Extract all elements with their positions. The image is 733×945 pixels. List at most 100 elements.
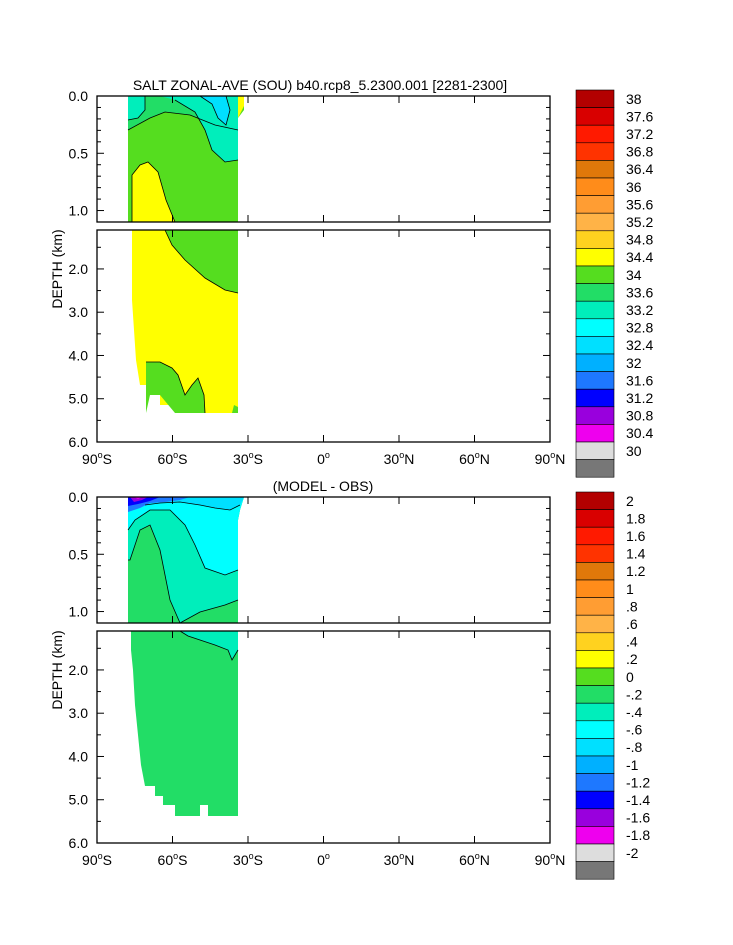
field-0-0.2-deep [131, 631, 238, 816]
colorbar-label: 2 [626, 493, 634, 509]
y-tick-label: 5.0 [69, 792, 89, 808]
colorbar-swatch [575, 107, 615, 126]
y-tick-label: 1.0 [69, 203, 89, 219]
colorbar-label: 1.2 [626, 563, 646, 579]
field-34.8-35.2-surf [238, 96, 244, 118]
colorbar-swatch [575, 597, 615, 616]
x-tick-label: 30oS [233, 450, 263, 467]
colorbar-swatch [575, 720, 615, 739]
x-tick-label: 0o [317, 450, 330, 467]
y-tick-label: 4.0 [69, 347, 89, 363]
colorbar-label: 38 [626, 91, 642, 107]
colorbar-label: 1 [626, 581, 634, 597]
y-tick-label: 0.0 [69, 489, 89, 505]
x-tick-label: 60oN [459, 450, 490, 467]
colorbar-swatch [575, 509, 615, 528]
colorbar-swatch [575, 738, 615, 757]
plot-panels-top [96, 95, 551, 443]
colorbar-label: 1.4 [626, 546, 646, 562]
y-tick-label: 3.0 [69, 304, 89, 320]
y-tick-label: 6.0 [69, 434, 89, 450]
colorbar-swatch [575, 388, 615, 408]
colorbar-swatch [575, 614, 615, 634]
x-tick-label: 30oN [384, 450, 415, 467]
colorbar-swatch [575, 160, 615, 179]
field-33.6-34.0-b [128, 96, 145, 120]
colorbar-swatch [575, 562, 615, 581]
x-tick-label: 60oS [158, 450, 188, 467]
field-34.8-35.2 [132, 162, 175, 222]
x-tick-label: 30oS [233, 851, 263, 868]
field-34.4-34.8-mid [165, 230, 238, 293]
colorbar-label: 33.6 [626, 284, 653, 300]
x-tick-label: 0o [317, 851, 330, 868]
colorbar-label: 32.4 [626, 337, 653, 353]
colorbar-swatch [575, 177, 615, 196]
x-tick-label: 60oS [158, 851, 188, 868]
colorbar-swatch [575, 773, 615, 792]
colorbar-label: 1.6 [626, 528, 646, 544]
colorbar-swatch [575, 300, 615, 320]
colorbar-swatch [575, 685, 615, 704]
colorbar-label: .8 [626, 598, 638, 614]
colorbar-label: 31.2 [626, 390, 653, 406]
colorbar-label: 36 [626, 179, 642, 195]
colorbar-label: 33.2 [626, 302, 653, 318]
top-upper-field [127, 96, 244, 222]
colorbar-swatch [575, 650, 615, 669]
colorbar-swatch [575, 826, 615, 845]
colorbar-label: 36.8 [626, 144, 653, 160]
colorbar-label: 34 [626, 267, 642, 283]
colorbar-label: 34.4 [626, 249, 653, 265]
bottom-upper-field [127, 497, 244, 623]
colorbar-label: -.2 [626, 686, 643, 702]
x-tick-label: 90oS [82, 851, 112, 868]
colorbar-swatch [575, 230, 615, 249]
y-tick-label: 1.0 [69, 604, 89, 620]
axes-top: 90oS 60oS 30oS 0o 30oN 60oN 90oN 0.0 0.5 1.0 2.0 3.… [49, 88, 565, 467]
colorbar-swatch [575, 318, 615, 337]
colorbar-label: 30 [626, 443, 642, 459]
colorbar-label: 32.8 [626, 320, 653, 336]
y-tick-label: 2.0 [69, 662, 89, 678]
x-tick-label: 90oN [535, 450, 566, 467]
field-minus0.4-minus0.2 [128, 497, 244, 575]
colorbar-label: -1.4 [626, 792, 650, 808]
y-axis-label: DEPTH (km) [49, 630, 65, 709]
colorbar-swatch [575, 667, 615, 686]
field-minus0.2-0-deep [180, 631, 238, 660]
colorbar-label: 30.8 [626, 408, 653, 424]
axes-bottom: 90oS 60oS 30oS 0o 30oN 60oN 90oN 0.0 0.5 1.0 2.0 3.… [49, 489, 565, 868]
x-tick-label: 30oN [384, 851, 415, 868]
colorbar-swatch [575, 283, 615, 302]
colorbar-label: -2 [626, 845, 639, 861]
colorbar-swatch [575, 632, 615, 651]
colorbar-label: 31.6 [626, 372, 653, 388]
y-axis-label: DEPTH (km) [49, 229, 65, 308]
y-tick-label: 6.0 [69, 835, 89, 851]
colorbar-label: 36.4 [626, 161, 653, 177]
colorbar-swatch [575, 424, 615, 443]
colorbar-label: .2 [626, 651, 638, 667]
colorbar-swatch [575, 526, 615, 546]
colorbar-swatch [575, 336, 615, 355]
colorbar-label: 37.6 [626, 108, 653, 124]
colorbar-label: 0 [626, 669, 634, 685]
colorbar-swatch [575, 843, 615, 862]
colorbar-swatch [575, 265, 615, 284]
y-tick-label: 0.0 [69, 88, 89, 104]
colorbar-label: -1.8 [626, 827, 650, 843]
colorbar-label: .6 [626, 616, 638, 632]
colorbar-label: -.4 [626, 704, 643, 720]
colorbar-swatch [575, 441, 615, 460]
colorbar-swatch [575, 459, 615, 478]
y-tick-label: 3.0 [69, 705, 89, 721]
colorbar-swatch [575, 248, 615, 267]
colorbar-swatch [575, 491, 615, 510]
colorbar-label: 32 [626, 355, 642, 371]
plot-panels-bottom [96, 496, 551, 844]
colorbar-swatch [575, 579, 615, 598]
x-tick-label: 90oS [82, 450, 112, 467]
colorbar-label: -1.2 [626, 774, 650, 790]
colorbar-label: -.6 [626, 722, 643, 738]
